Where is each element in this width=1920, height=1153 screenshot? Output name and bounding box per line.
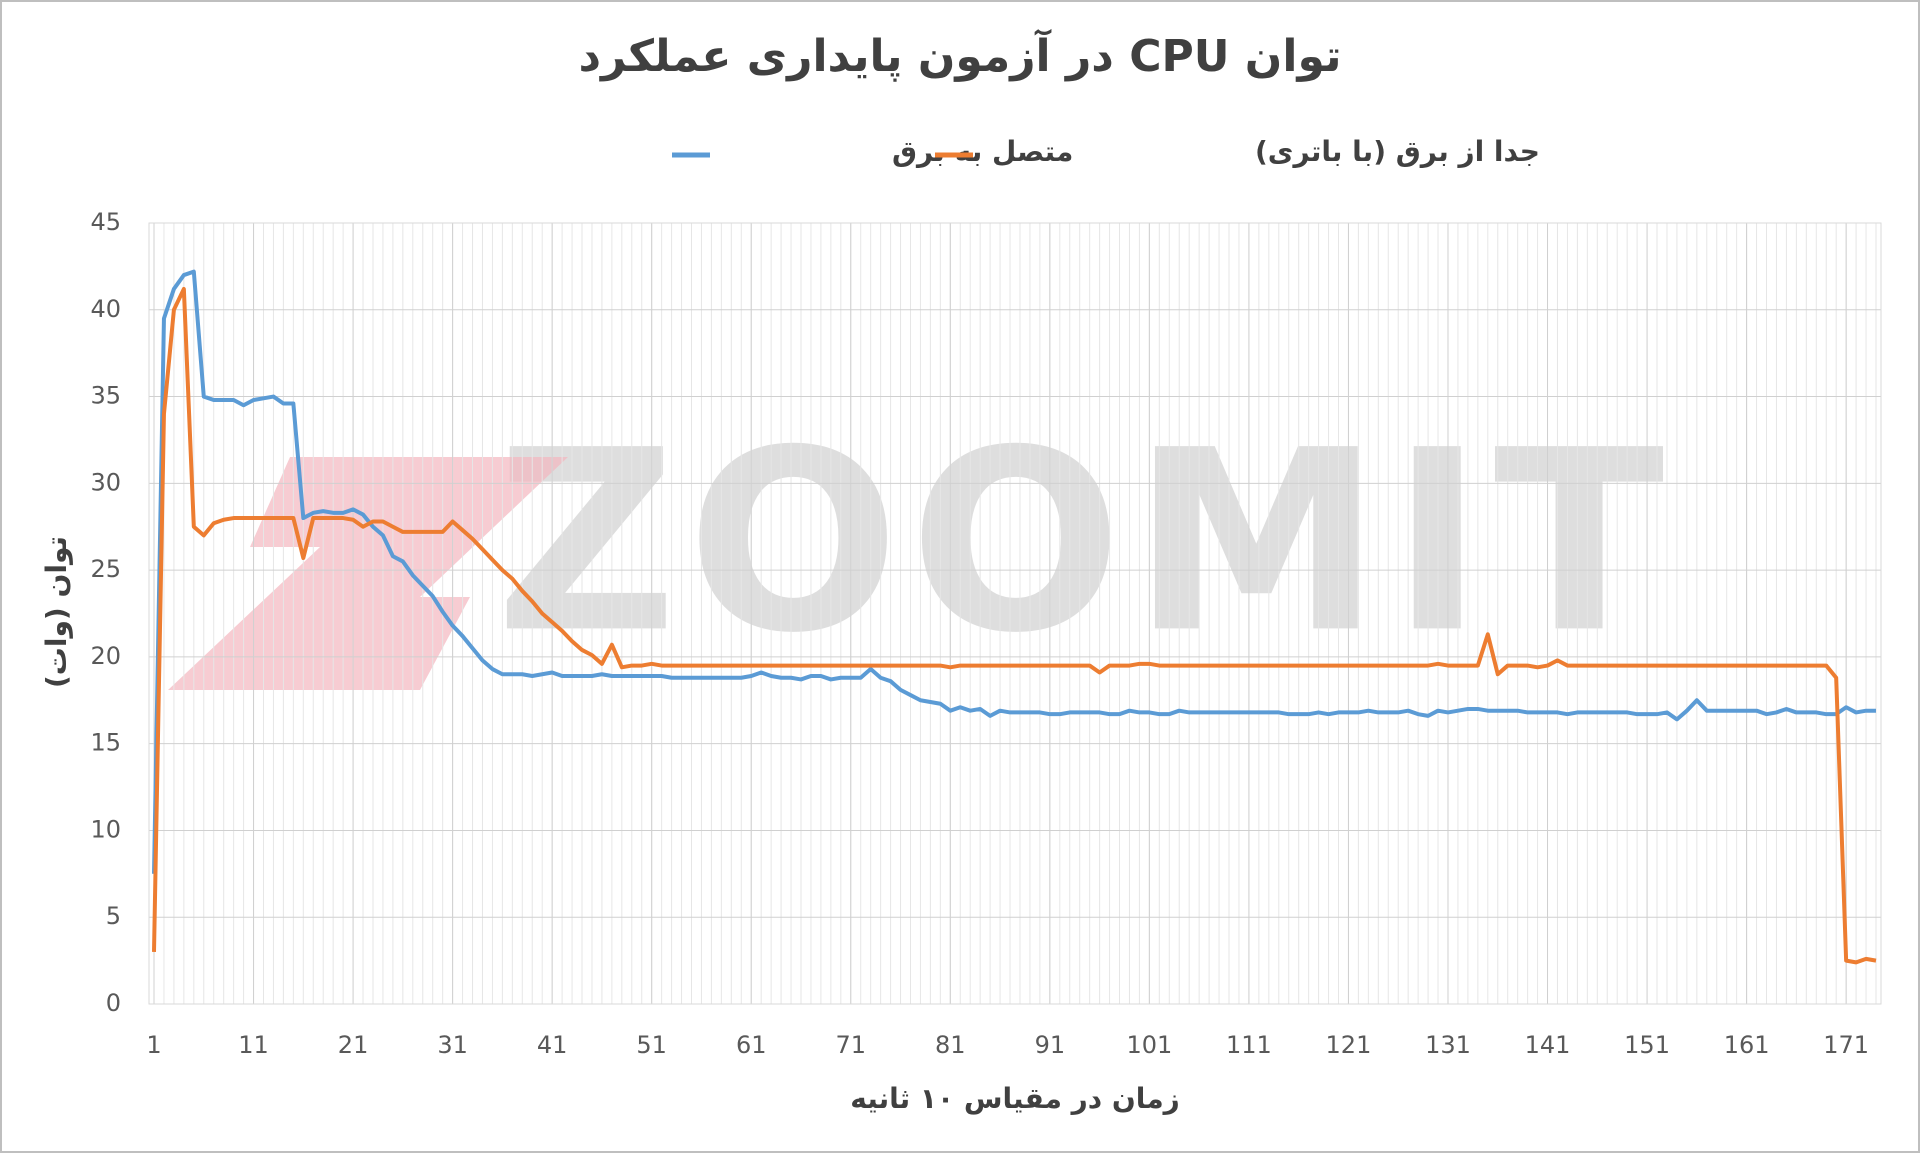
chart-title: توان CPU در آزمون پایداری عملکرد — [578, 28, 1341, 82]
x-tick-label: 141 — [1525, 1031, 1571, 1059]
legend-label: متصل به برق — [892, 135, 1073, 168]
plot-frame — [148, 222, 1882, 1005]
x-tick-label: 41 — [537, 1031, 568, 1059]
legend-label: جدا از برق (با باتری) — [1255, 135, 1540, 168]
series-line — [152, 269, 1876, 874]
y-axis-label: توان (وات) — [40, 536, 73, 688]
x-tick-label: 31 — [437, 1031, 468, 1059]
y-tick-label: 20 — [90, 642, 121, 670]
x-tick-label: 51 — [636, 1031, 667, 1059]
x-axis-label: زمان در مقیاس ۱۰ ثانیه — [850, 1082, 1180, 1115]
x-tick-label: 91 — [1035, 1031, 1066, 1059]
x-tick-label: 81 — [935, 1031, 966, 1059]
watermark-logo — [168, 457, 568, 690]
y-tick-label: 30 — [90, 468, 121, 496]
x-tick-label: 21 — [338, 1031, 369, 1059]
x-tick-label: 121 — [1326, 1031, 1372, 1059]
y-tick-label: 10 — [90, 815, 121, 843]
x-tick-label: 71 — [835, 1031, 866, 1059]
y-tick-label: 40 — [90, 295, 121, 323]
x-tick-label: 101 — [1126, 1031, 1172, 1059]
x-tick-label: 161 — [1724, 1031, 1770, 1059]
x-tick-label: 11 — [238, 1031, 269, 1059]
series-line — [152, 286, 1877, 965]
y-tick-label: 45 — [90, 208, 121, 236]
x-tick-label: 1 — [146, 1031, 161, 1059]
x-tick-label: 111 — [1226, 1031, 1272, 1059]
x-tick-label: 171 — [1823, 1031, 1869, 1059]
x-tick-label: 151 — [1624, 1031, 1670, 1059]
y-tick-label: 5 — [106, 902, 121, 930]
y-tick-label: 15 — [90, 729, 121, 757]
y-tick-label: 35 — [90, 382, 121, 410]
x-tick-label: 131 — [1425, 1031, 1471, 1059]
x-tick-label: 61 — [736, 1031, 767, 1059]
y-tick-label: 0 — [106, 989, 121, 1017]
y-tick-label: 25 — [90, 555, 121, 583]
